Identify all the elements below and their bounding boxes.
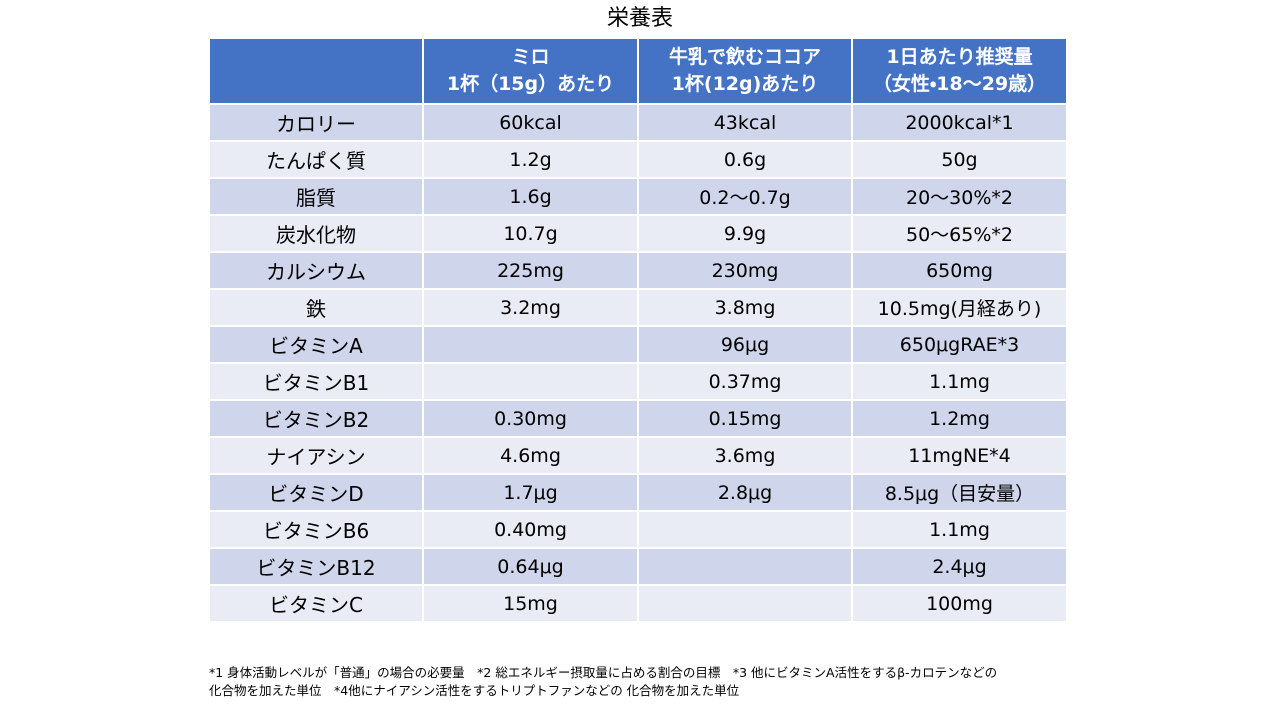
header-row: ミロ 1杯（15g）あたり 牛乳で飲むココア 1杯(12g)あたり 1日あたり推奨量 （女… [208,37,1068,105]
row-label: ビタミンA [208,325,424,364]
table-row: ビタミンB12 0.64μg 2.4μg [208,547,1068,586]
table-cell: 1.6g [422,177,639,216]
header-cell: 1日あたり推奨量 （女性・18〜29歳） [851,37,1068,105]
table-cell: 3.8mg [637,288,853,327]
table-cell: 1.1mg [851,510,1068,549]
table-cell: 650μgRAE*3 [851,325,1068,364]
header-line: ミロ [511,46,550,68]
table-row: ビタミンA 96μg 650μgRAE*3 [208,325,1068,364]
table-cell: 0.64μg [422,547,639,586]
table-cell [637,584,853,623]
header-line: 牛乳で飲むココア [668,46,821,68]
table-cell: 50g [851,140,1068,179]
row-label: 脂質 [208,177,424,216]
table-cell: 3.2mg [422,288,639,327]
header-line: 1杯(12g)あたり [671,73,819,95]
table-cell: 1.2g [422,140,639,179]
table-cell: 60kcal [422,103,639,142]
table-row: ビタミンB1 0.37mg 1.1mg [208,362,1068,401]
row-label: ビタミンC [208,584,424,623]
table-cell: 0.37mg [637,362,853,401]
table-cell: 1.1mg [851,362,1068,401]
row-label: ビタミンB2 [208,399,424,438]
table-cell: 0.40mg [422,510,639,549]
table-cell: 50〜65%*2 [851,214,1068,253]
table-cell: 10.5mg(月経あり) [851,288,1068,327]
row-label: ビタミンB6 [208,510,424,549]
title: 栄養表 [606,6,673,31]
table-row: 脂質 1.6g 0.2〜0.7g 20〜30%*2 [208,177,1068,216]
footnote-line: 化合物を加えた単位 *4他にナイアシン活性をするトリプトファンなどの 化合物を加… [209,683,740,698]
table-row: カルシウム 225mg 230mg 650mg [208,251,1068,290]
table-cell: 0.2〜0.7g [637,177,853,216]
table-cell: 100mg [851,584,1068,623]
row-label: ナイアシン [208,436,424,475]
table-row: たんぱく質 1.2g 0.6g 50g [208,140,1068,179]
table-cell: 10.7g [422,214,639,253]
table-cell: 0.30mg [422,399,639,438]
row-label: たんぱく質 [208,140,424,179]
table-cell [637,510,853,549]
table-cell: 1.2mg [851,399,1068,438]
table-cell [422,325,639,364]
row-label: ビタミンB1 [208,362,424,401]
table-cell: 225mg [422,251,639,290]
table-row: カロリー 60kcal 43kcal 2000kcal*1 [208,103,1068,142]
table-row: 鉄 3.2mg 3.8mg 10.5mg(月経あり) [208,288,1068,327]
table-cell: 2.8μg [637,473,853,512]
table-cell [637,547,853,586]
table-cell: 2000kcal*1 [851,103,1068,142]
header-cell [208,37,424,105]
header-line: 1杯（15g）あたり [446,73,615,95]
table-cell: 2.4μg [851,547,1068,586]
table-cell: 0.15mg [637,399,853,438]
table-cell: 650mg [851,251,1068,290]
row-label: ビタミンB12 [208,547,424,586]
row-label: ビタミンD [208,473,424,512]
table-cell: 11mgNE*4 [851,436,1068,475]
table-row: ビタミンB2 0.30mg 0.15mg 1.2mg [208,399,1068,438]
header-line: 1日あたり推奨量 [886,46,1033,68]
header-cell: ミロ 1杯（15g）あたり [422,37,639,105]
table-cell: 96μg [637,325,853,364]
row-label: カロリー [208,103,424,142]
table-cell: 9.9g [637,214,853,253]
table-cell: 8.5μg（目安量） [851,473,1068,512]
table-row: ビタミンB6 0.40mg 1.1mg [208,510,1068,549]
table-row: ナイアシン 4.6mg 3.6mg 11mgNE*4 [208,436,1068,475]
row-label: カルシウム [208,251,424,290]
footnote-line: *1 身体活動レベルが「普通」の場合の必要量 *2 総エネルギー摂取量に占める割… [209,665,998,680]
table-row: ビタミンC 15mg 100mg [208,584,1068,623]
row-label: 鉄 [208,288,424,327]
table-row: 炭水化物 10.7g 9.9g 50〜65%*2 [208,214,1068,253]
header-cell: 牛乳で飲むココア 1杯(12g)あたり [637,37,853,105]
nutrition-table: ミロ 1杯（15g）あたり 牛乳で飲むココア 1杯(12g)あたり 1日あたり推奨量 （女… [208,37,1068,623]
table-cell: 20〜30%*2 [851,177,1068,216]
table-cell: 15mg [422,584,639,623]
table-cell [422,362,639,401]
table-body: カロリー 60kcal 43kcal 2000kcal*1 たんぱく質 1.2g 0.6g 5… [208,103,1068,623]
table-cell: 3.6mg [637,436,853,475]
header-line: （女性・18〜29歳） [872,73,1047,95]
table-cell: 1.7μg [422,473,639,512]
row-label: 炭水化物 [208,214,424,253]
table-cell: 0.6g [637,140,853,179]
table-row: ビタミンD 1.7μg 2.8μg 8.5μg（目安量） [208,473,1068,512]
table-cell: 4.6mg [422,436,639,475]
table-cell: 230mg [637,251,853,290]
footnote: *1 身体活動レベルが「普通」の場合の必要量 *2 総エネルギー摂取量に占める割… [209,664,997,700]
table-cell: 43kcal [637,103,853,142]
